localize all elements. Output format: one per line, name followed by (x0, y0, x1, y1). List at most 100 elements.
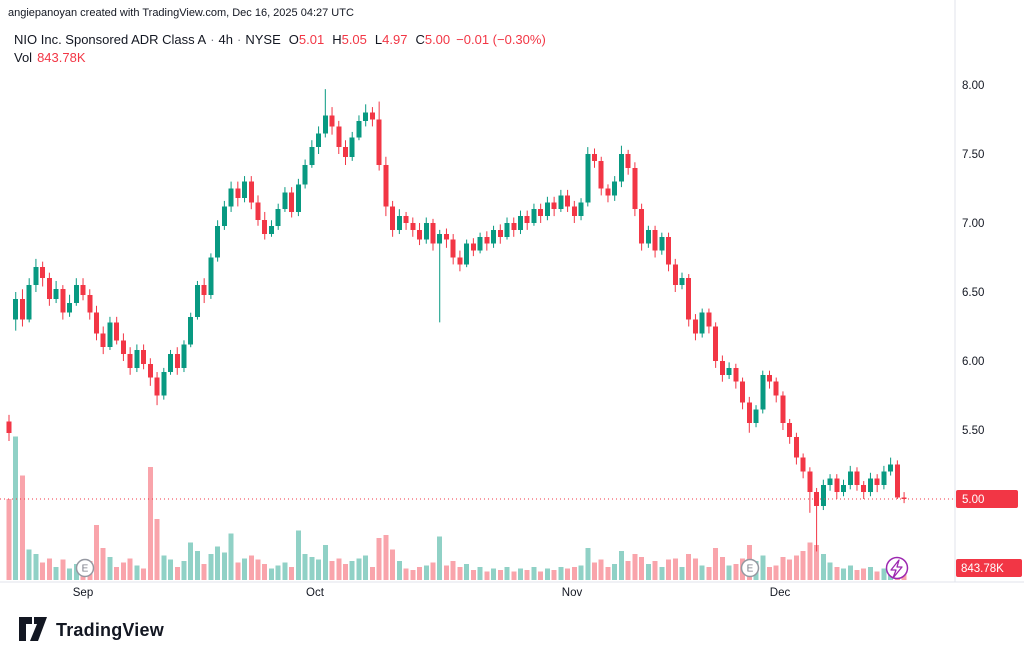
volume-bar (699, 565, 705, 580)
earnings-icon[interactable]: E (740, 558, 760, 578)
candle-body (524, 216, 530, 223)
candle-body (571, 206, 577, 217)
volume-bar (733, 564, 739, 580)
candle-body (46, 278, 52, 299)
candle-body (585, 154, 591, 203)
candle-body (713, 326, 719, 361)
volume-bar (26, 549, 32, 580)
close-value: 5.00 (424, 32, 451, 47)
high-label: H (332, 32, 342, 47)
candle-body (40, 267, 46, 279)
volume-bar (309, 556, 315, 580)
volume-bar (100, 548, 106, 580)
volume-bar (181, 561, 187, 580)
candle-body (73, 285, 79, 304)
candle-body (894, 464, 900, 498)
candle-body (841, 485, 847, 493)
candle-body (423, 223, 429, 240)
volume-bar (316, 559, 322, 580)
candle-body (248, 181, 254, 203)
candle-body (578, 202, 584, 217)
time-tick-label: Dec (770, 587, 791, 599)
candle-body (174, 354, 180, 368)
volume-bar (188, 542, 194, 580)
volume-bar (457, 566, 463, 580)
candle-body (316, 133, 322, 148)
volume-bar (874, 571, 880, 580)
candle-body (888, 464, 894, 472)
volume-bar (73, 564, 79, 580)
tradingview-logo-icon[interactable] (18, 616, 48, 644)
volume-bar (625, 561, 631, 580)
volume-bar (410, 569, 416, 580)
volume-bar (645, 564, 651, 580)
interval-label[interactable]: 4h (218, 32, 234, 47)
candle-body (800, 457, 806, 472)
candle-body (901, 497, 907, 499)
volume-bar (114, 566, 120, 580)
volume-bar (67, 568, 73, 580)
volume-series (6, 436, 907, 580)
volume-bar (827, 562, 833, 580)
candle-body (417, 229, 423, 240)
lightning-icon[interactable] (885, 556, 909, 580)
svg-text:E: E (747, 564, 754, 575)
candle-body (53, 289, 59, 299)
price-tick-label: 5.50 (962, 425, 984, 437)
candle-body (820, 485, 826, 506)
candle-body (551, 202, 557, 210)
time-scale[interactable]: Sep Oct Nov Dec (73, 587, 791, 599)
legend-separator: · (237, 32, 242, 47)
candle-body (847, 471, 853, 486)
volume-bar (417, 566, 423, 580)
candle-body (356, 120, 362, 138)
tradingview-brand-text[interactable]: TradingView (56, 619, 164, 640)
candle-body (329, 115, 335, 127)
candle-body (450, 239, 456, 258)
volume-bar (437, 536, 443, 580)
volume-bar (666, 559, 672, 580)
volume-bar (107, 556, 113, 580)
candle-body (343, 147, 348, 157)
symbol-title[interactable]: NIO Inc. Sponsored ADR Class A (14, 32, 207, 47)
change-value: −0.01 (−0.30%) (456, 32, 546, 47)
volume-bar (322, 545, 328, 580)
footer: TradingView (18, 616, 164, 644)
candle-body (242, 181, 248, 199)
earnings-icon[interactable]: E (75, 558, 95, 578)
candle-body (33, 267, 39, 286)
volume-bar (504, 566, 510, 580)
candle-body (26, 285, 32, 320)
candle-body (403, 216, 409, 223)
candle-body (457, 257, 463, 265)
candle-body (302, 165, 308, 185)
candle-body (544, 202, 550, 217)
candle-body (773, 381, 779, 396)
candle-body (390, 206, 396, 230)
volume-bar (262, 564, 268, 580)
volume-bar (672, 558, 678, 580)
candle-body (504, 223, 510, 237)
volume-bar (13, 436, 19, 580)
chart-legend: NIO Inc. Sponsored ADR Class A · 4h · NYSE O5… (14, 32, 546, 47)
candle-body (60, 289, 66, 313)
volume-bar (19, 475, 25, 580)
volume-bar (268, 568, 274, 580)
volume-bar (343, 564, 348, 580)
volume-bar (242, 558, 248, 580)
last-price-badge: 5.00 (956, 490, 1018, 508)
candle-body (753, 409, 759, 424)
candle-body (706, 312, 712, 327)
candle-body (719, 361, 725, 375)
volume-bar (161, 555, 167, 580)
candle-body (464, 243, 470, 265)
price-tick-label: 8.00 (962, 80, 984, 92)
volume-bar (154, 519, 160, 580)
volume-bar (551, 569, 557, 580)
volume-bar (861, 568, 867, 580)
candle-body (188, 316, 194, 345)
volume-bar (760, 555, 766, 580)
candle-body (672, 264, 678, 286)
volume-bar (719, 556, 725, 580)
